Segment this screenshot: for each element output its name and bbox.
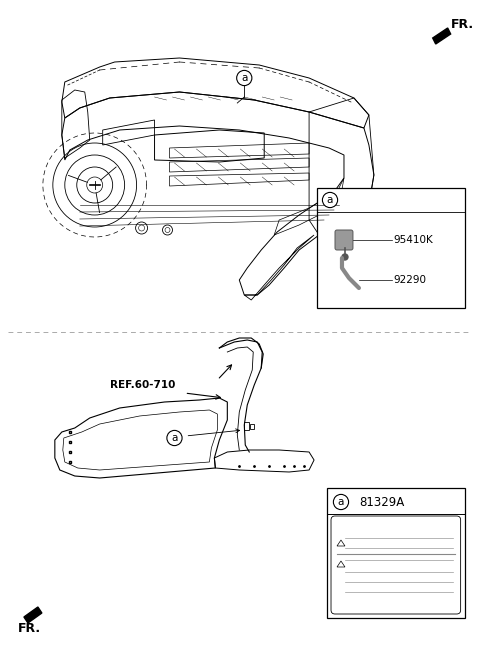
Circle shape [342,254,348,260]
Text: REF.60-710: REF.60-710 [109,380,175,390]
Text: 92290: 92290 [394,275,427,285]
Bar [327,488,465,618]
Polygon shape [432,28,451,44]
Bar [244,422,249,430]
Polygon shape [24,607,42,623]
Text: 95410K: 95410K [394,235,433,245]
Text: a: a [327,195,333,205]
Text: a: a [241,73,248,83]
Bar [317,188,465,308]
FancyBboxPatch shape [331,516,461,614]
Text: 81329A: 81329A [359,495,404,509]
FancyBboxPatch shape [335,230,353,250]
Text: FR.: FR. [18,622,41,635]
Text: FR.: FR. [451,18,474,31]
Bar [250,424,254,429]
Text: a: a [338,497,344,507]
Text: a: a [171,433,178,443]
